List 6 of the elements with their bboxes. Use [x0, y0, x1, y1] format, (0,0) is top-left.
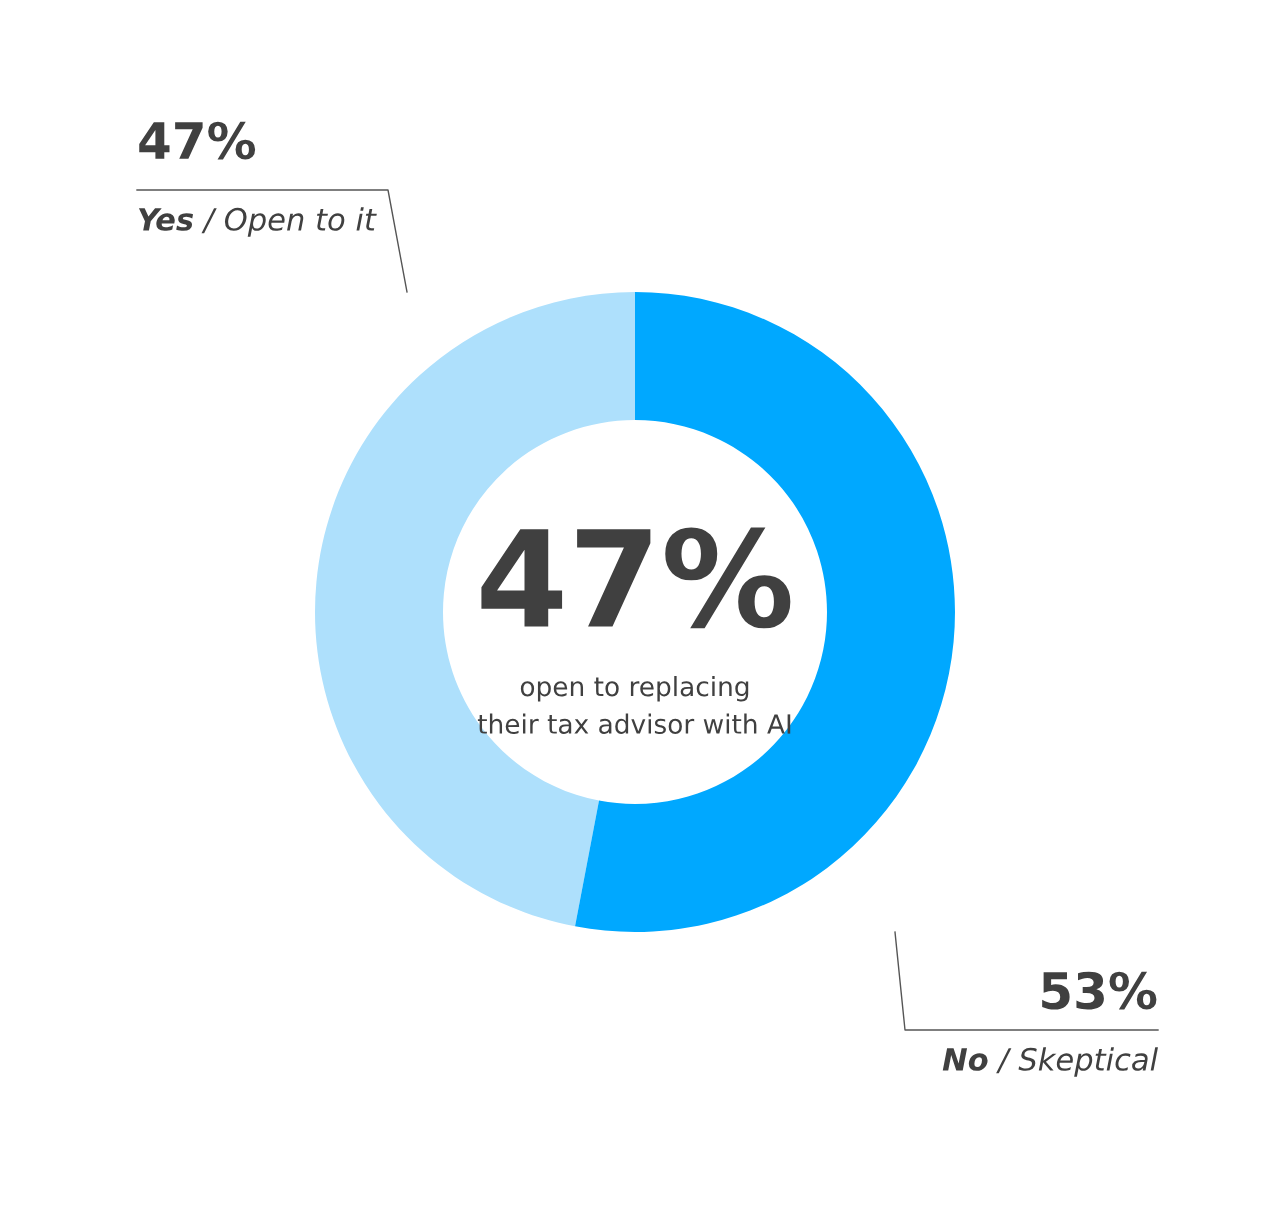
slice-label: No / Skeptical	[942, 1047, 1158, 1077]
text: open to replacing their tax advisor with AI	[477, 676, 791, 734]
text: 47%	[481, 527, 791, 629]
slice-label: Yes / Open to it	[138, 207, 377, 237]
data-label: 47%	[139, 121, 256, 160]
data-label: 53%	[1042, 971, 1157, 1010]
